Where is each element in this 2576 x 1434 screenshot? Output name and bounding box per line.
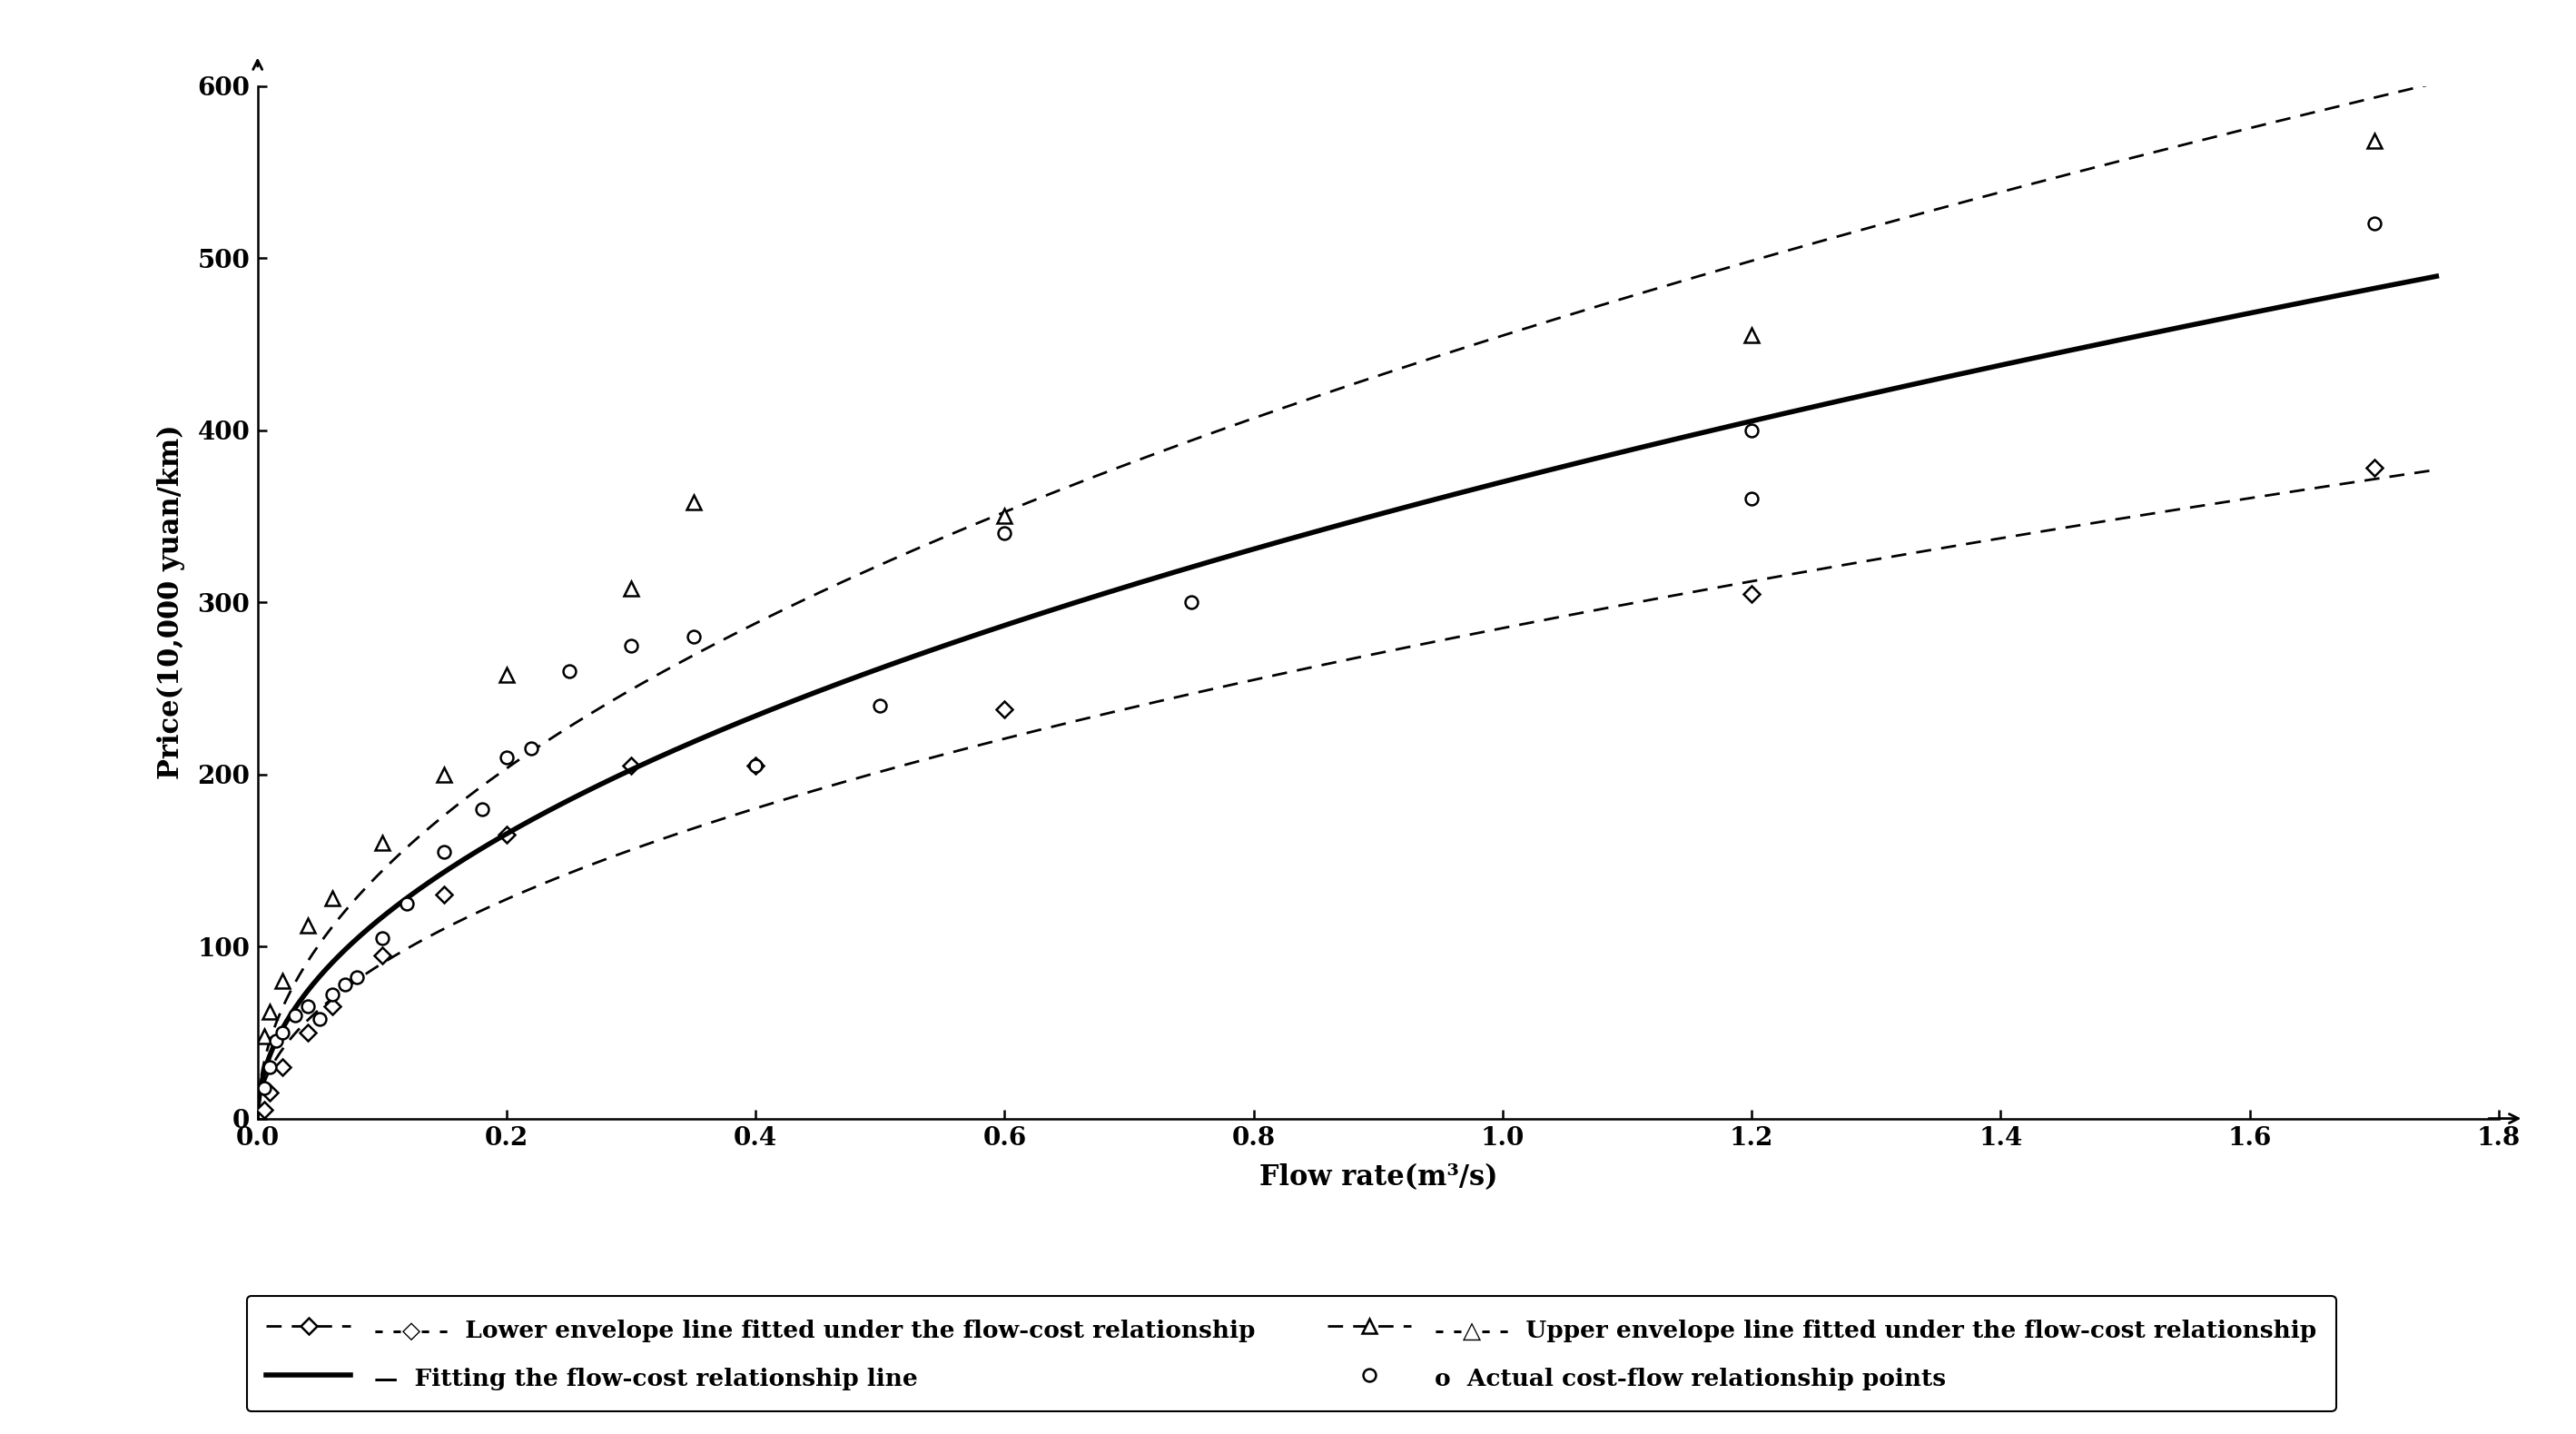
X-axis label: Flow rate(m³/s): Flow rate(m³/s) [1260, 1163, 1497, 1192]
Y-axis label: Price(10,000 yuan/km): Price(10,000 yuan/km) [157, 424, 185, 780]
Legend: - -◇- -  Lower envelope line fitted under the flow-cost relationship, —  Fitting: - -◇- - Lower envelope line fitted under… [247, 1296, 2336, 1411]
